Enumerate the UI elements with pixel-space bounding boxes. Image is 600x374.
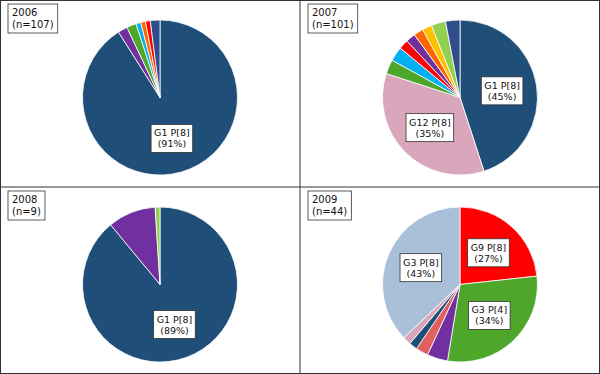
data-label-text: G3 P[4] — [472, 304, 508, 315]
pie-slice — [447, 276, 537, 362]
data-label-text: (27%) — [474, 253, 503, 264]
pie-slice — [82, 20, 237, 175]
data-label-text: (34%) — [475, 315, 504, 326]
pie-slice — [445, 20, 460, 98]
data-label-text: G12 P[8] — [409, 117, 451, 128]
subtitle: (n=101) — [312, 19, 354, 30]
data-label-box — [154, 311, 196, 339]
title-frame — [8, 191, 45, 220]
chart-canvas: G1 P[8](91%)2006(n=107)G1 P[8](45%)G12 P… — [0, 0, 600, 374]
data-label-text: G1 P[8] — [484, 80, 520, 91]
data-label-text: (45%) — [488, 91, 517, 102]
title: 2009 — [312, 194, 337, 205]
data-label-box — [400, 254, 442, 282]
pie-slice — [145, 21, 160, 98]
data-label-text: (35%) — [416, 128, 445, 139]
pie-slice — [150, 20, 160, 98]
subtitle: (n=44) — [312, 206, 347, 217]
pie-panel: G1 P[8](45%) G12 P[8](35%) 2007(n=101) — [308, 4, 538, 175]
pie-slice — [460, 207, 537, 285]
data-label: G3 P[8](43%) — [400, 254, 442, 282]
title-frame — [308, 191, 351, 220]
title-frame — [308, 4, 358, 33]
data-label-text: G1 P[8] — [157, 314, 193, 325]
data-label-text: G1 P[8] — [154, 127, 190, 138]
data-label-box — [151, 124, 193, 152]
title-frame — [8, 4, 58, 33]
panel-frame — [0, 0, 600, 374]
outer-border — [1, 1, 600, 374]
title: 2007 — [312, 7, 337, 18]
title: 2008 — [12, 194, 37, 205]
data-label: G9 P[8](27%) — [468, 239, 510, 267]
pie-slice — [383, 207, 461, 338]
title-box: 2008(n=9) — [8, 191, 45, 220]
data-label-text: (91%) — [158, 138, 187, 149]
data-label-box — [481, 77, 523, 105]
data-label: G3 P[4](34%) — [469, 301, 511, 329]
data-label-text: G9 P[8] — [471, 242, 507, 253]
pie-slice — [155, 207, 160, 285]
data-label-text: G3 P[8] — [403, 257, 439, 268]
pie-slice — [111, 207, 160, 284]
subtitle: (n=9) — [12, 206, 41, 217]
data-label: G1 P[8](45%) — [481, 77, 523, 105]
pie-panel: G1 P[8](91%) 2006(n=107) — [8, 4, 238, 175]
data-label: G1 P[8](91%) — [151, 124, 193, 152]
data-label-box — [468, 239, 510, 267]
title-box: 2007(n=101) — [308, 4, 358, 33]
data-label-box — [406, 114, 454, 142]
pie-panel: G9 P[8](27%) G3 P[4](34%) G3 P[8](43%) 2009… — [308, 191, 538, 362]
pie-slice — [82, 207, 237, 362]
title-box: 2006(n=107) — [8, 4, 58, 33]
subtitle: (n=107) — [12, 19, 54, 30]
pie-panel: G1 P[8](89%) 2008(n=9) — [8, 191, 238, 362]
data-label-text: (43%) — [407, 268, 436, 279]
data-label-text: (89%) — [160, 325, 189, 336]
title-box: 2009(n=44) — [308, 191, 351, 220]
data-label: G1 P[8](89%) — [154, 311, 196, 339]
title: 2006 — [12, 7, 37, 18]
divider — [0, 187, 600, 188]
data-label-box — [469, 301, 511, 329]
data-label: G12 P[8](35%) — [406, 114, 454, 142]
